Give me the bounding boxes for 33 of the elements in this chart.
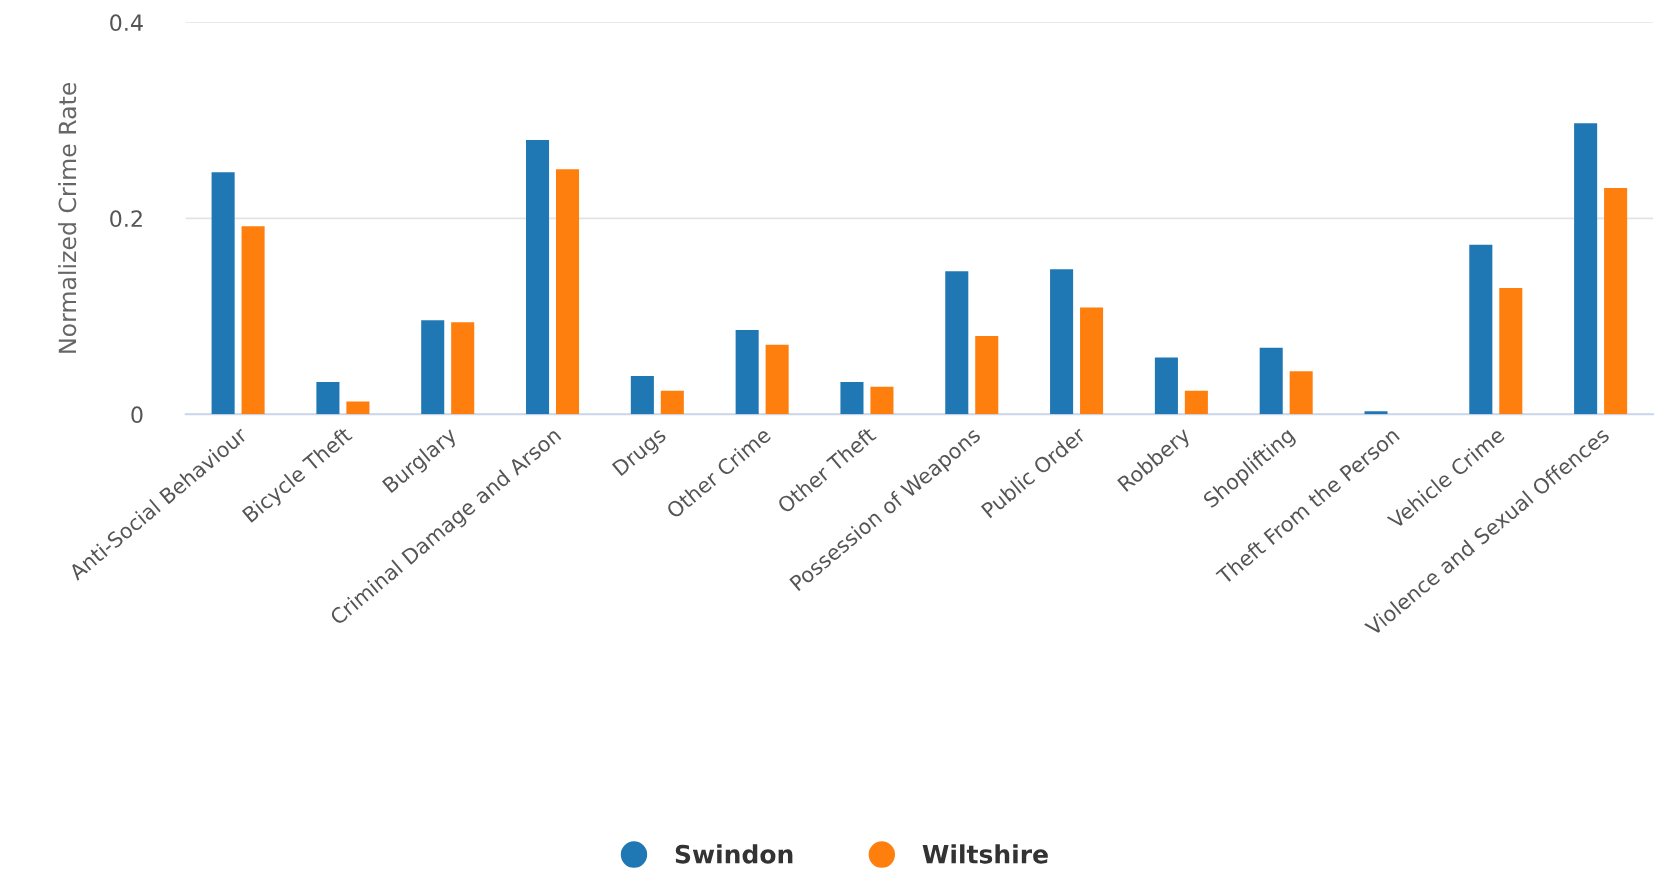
bar	[316, 381, 340, 415]
bar	[1080, 307, 1104, 415]
bar	[870, 386, 894, 415]
bar	[526, 139, 550, 415]
legend-label: Swindon	[675, 844, 793, 864]
bar	[451, 322, 475, 415]
bar	[1574, 123, 1598, 415]
bar	[346, 401, 370, 415]
bar	[735, 330, 759, 415]
bar	[1289, 371, 1313, 415]
y-tick-label: 0	[131, 406, 143, 424]
bar	[660, 390, 684, 415]
y-tick-label: 0.4	[110, 14, 143, 32]
y-tick-label: 0.2	[110, 210, 142, 228]
bar	[1499, 287, 1523, 415]
bar	[765, 344, 789, 415]
bar	[241, 226, 265, 415]
bar	[840, 381, 864, 415]
bar	[945, 271, 969, 415]
bar	[630, 376, 654, 415]
bar	[1469, 244, 1493, 415]
bar	[555, 169, 580, 415]
bar	[1154, 357, 1178, 415]
bar	[1050, 269, 1074, 415]
bar	[1184, 390, 1208, 415]
bar	[421, 320, 445, 415]
bar	[1259, 347, 1283, 415]
bar	[975, 335, 999, 415]
bar	[1364, 411, 1388, 415]
legend-label: Wiltshire	[922, 844, 1048, 864]
bar	[1604, 187, 1628, 415]
y-axis-title: Normalized Crime Rate	[58, 82, 77, 353]
bar	[211, 172, 235, 415]
